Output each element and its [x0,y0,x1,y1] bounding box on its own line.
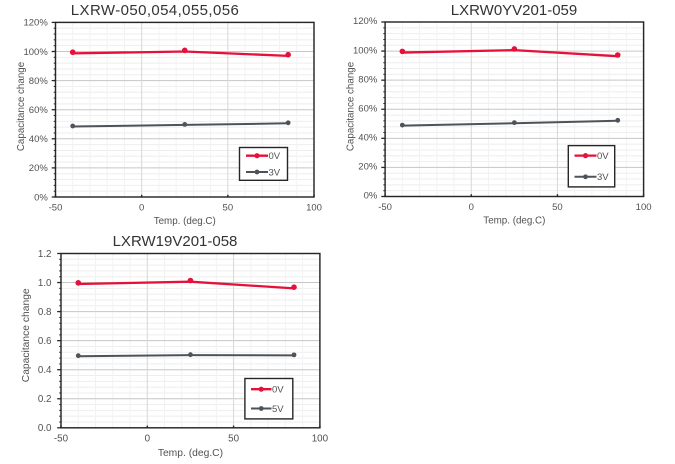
svg-text:Temp. (deg.C): Temp. (deg.C) [483,215,545,226]
svg-text:Temp. (deg.C): Temp. (deg.C) [158,448,223,459]
svg-text:0.4: 0.4 [38,365,52,376]
svg-text:60%: 60% [29,105,49,116]
svg-text:3V: 3V [269,167,281,178]
svg-text:40%: 40% [29,134,49,145]
svg-text:LXRW0YV201-059: LXRW0YV201-059 [451,2,577,19]
svg-text:0.2: 0.2 [38,394,52,405]
svg-text:Capacitance change: Capacitance change [21,288,32,382]
svg-text:0V: 0V [269,151,281,162]
svg-text:0%: 0% [34,192,48,203]
svg-text:80%: 80% [29,76,49,87]
svg-text:1.2: 1.2 [38,249,52,260]
svg-text:0.8: 0.8 [38,307,52,318]
svg-text:0%: 0% [364,191,378,202]
svg-text:120%: 120% [353,16,378,27]
svg-text:Capacitance change: Capacitance change [346,61,357,151]
svg-text:Temp. (deg.C): Temp. (deg.C) [154,216,216,227]
svg-text:120%: 120% [23,18,48,29]
svg-text:Capacitance change: Capacitance change [16,61,27,151]
svg-text:100: 100 [306,203,322,214]
svg-text:60%: 60% [358,103,378,114]
svg-text:20%: 20% [358,162,378,173]
svg-text:50: 50 [223,203,234,214]
svg-text:0: 0 [145,433,151,444]
svg-text:0: 0 [139,203,144,214]
svg-text:0V: 0V [597,151,609,162]
svg-text:0.0: 0.0 [38,423,52,434]
svg-text:3V: 3V [597,172,609,183]
svg-text:100: 100 [312,433,329,444]
svg-text:0V: 0V [272,385,284,396]
svg-text:50: 50 [552,202,563,213]
svg-text:LXRW-050,054,055,056: LXRW-050,054,055,056 [71,2,239,19]
svg-text:1.0: 1.0 [38,278,52,289]
svg-text:100%: 100% [23,47,48,58]
svg-text:LXRW19V201-058: LXRW19V201-058 [113,233,238,250]
svg-text:40%: 40% [358,133,378,144]
svg-text:20%: 20% [29,163,49,174]
svg-text:0: 0 [469,202,474,213]
svg-text:5V: 5V [272,404,284,415]
svg-text:0.6: 0.6 [38,336,52,347]
svg-text:80%: 80% [358,74,378,85]
svg-text:-50: -50 [378,202,392,213]
svg-text:100%: 100% [353,45,378,56]
svg-text:-50: -50 [49,203,63,214]
svg-text:50: 50 [228,433,239,444]
svg-text:100: 100 [636,202,652,213]
svg-text:-50: -50 [54,433,69,444]
